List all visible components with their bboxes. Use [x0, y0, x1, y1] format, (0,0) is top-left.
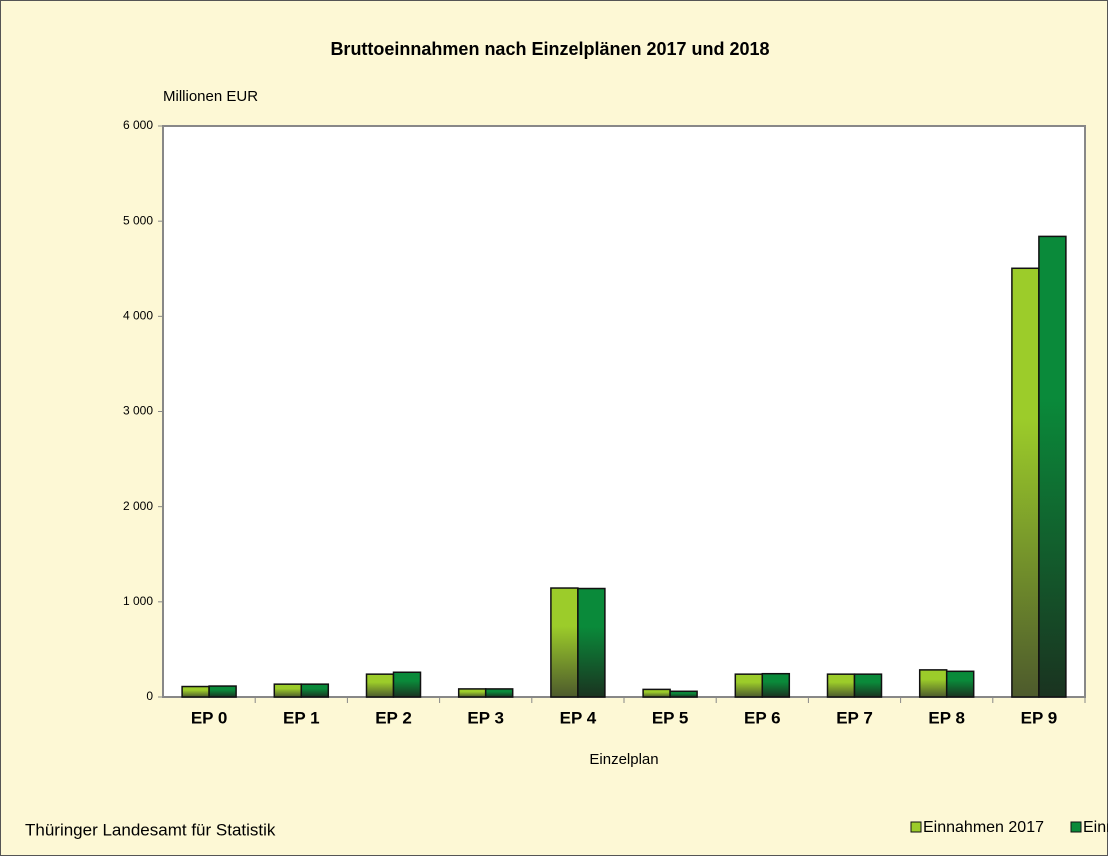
- legend-swatch: [910, 821, 922, 833]
- bar: [392, 671, 422, 698]
- y-axis-label: Millionen EUR: [163, 88, 258, 105]
- x-axis-label: Einzelplan: [589, 751, 658, 768]
- x-tick-label: EP 5: [652, 708, 689, 727]
- legend-swatch: [1070, 821, 1082, 833]
- bar: [853, 673, 883, 698]
- plot-area: [162, 125, 1086, 698]
- x-tick-label: EP 4: [560, 708, 597, 727]
- x-tick-label: EP 0: [191, 708, 228, 727]
- bar: [734, 673, 764, 698]
- legend-label: Einnahmen 2018: [1083, 819, 1108, 836]
- bar: [669, 690, 698, 698]
- chart-title: Bruttoeinnahmen nach Einzelplänen 2017 u…: [330, 39, 769, 59]
- x-tick-label: EP 2: [375, 708, 412, 727]
- x-tick-label: EP 3: [467, 708, 504, 727]
- bar: [1038, 235, 1067, 698]
- bar: [300, 683, 330, 698]
- bar: [918, 669, 948, 698]
- y-tick-label: 4 000: [123, 309, 153, 323]
- bar: [208, 685, 237, 698]
- bar: [826, 673, 856, 698]
- bar: [273, 683, 303, 698]
- bar: [577, 587, 606, 698]
- y-tick-label: 2 000: [123, 499, 153, 513]
- bar: [761, 672, 791, 698]
- y-tick-label: 3 000: [123, 404, 153, 418]
- y-tick-label: 0: [146, 689, 153, 703]
- y-tick-label: 5 000: [123, 213, 153, 227]
- x-tick-label: EP 8: [928, 708, 965, 727]
- bar: [945, 670, 975, 698]
- bar: [181, 685, 210, 698]
- bar: [550, 587, 579, 698]
- bar: [1011, 267, 1040, 698]
- legend-label: Einnahmen 2017: [923, 819, 1044, 836]
- x-tick-label: EP 1: [283, 708, 320, 727]
- x-tick-label: EP 7: [836, 708, 873, 727]
- x-tick-label: EP 9: [1021, 708, 1058, 727]
- bar: [457, 688, 487, 698]
- y-tick-label: 6 000: [123, 118, 153, 132]
- source: Thüringer Landesamt für Statistik: [25, 820, 276, 839]
- bar: [642, 688, 671, 698]
- x-tick-label: EP 6: [744, 708, 781, 727]
- bar: [365, 673, 395, 698]
- bar: [484, 688, 514, 698]
- y-tick-label: 1 000: [123, 594, 153, 608]
